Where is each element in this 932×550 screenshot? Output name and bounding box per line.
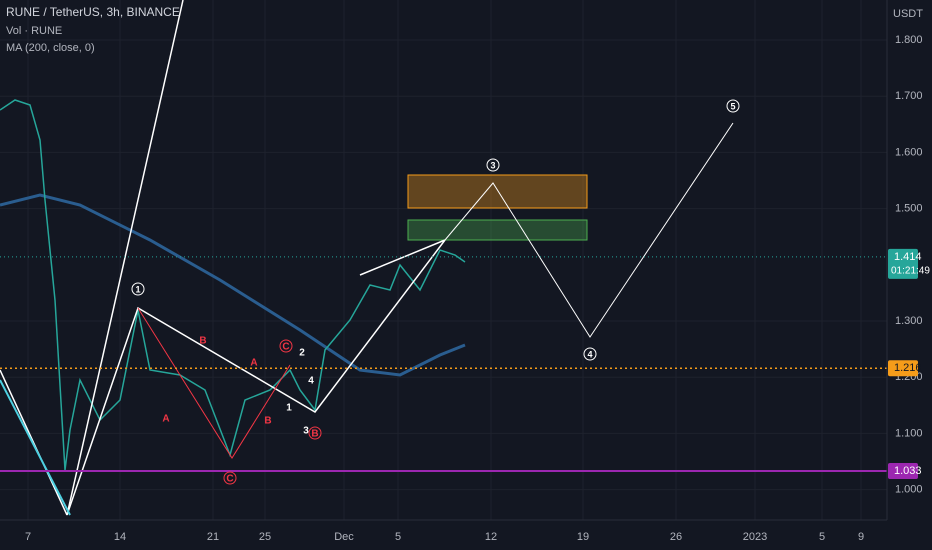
- wave-label: 5: [730, 101, 735, 111]
- cyan-line: [0, 379, 71, 516]
- wave-label: C: [226, 474, 233, 485]
- y-tick-label: 1.000: [895, 484, 923, 496]
- wave-label: 1: [135, 284, 140, 294]
- x-tick-label: 21: [207, 531, 219, 543]
- wave-circle: [279, 339, 293, 353]
- y-tick-label: 1.300: [895, 315, 923, 327]
- wave-circle: [726, 99, 740, 113]
- wave-label: 4: [308, 376, 314, 387]
- moving-average: [0, 193, 466, 377]
- y-tick-label: 1.600: [895, 146, 923, 158]
- wave-label: B: [199, 336, 206, 347]
- x-tick-label: 5: [819, 531, 825, 543]
- correction-line: [137, 307, 291, 459]
- support-zone: [407, 219, 588, 241]
- wave-label: 4: [587, 349, 592, 359]
- x-tick-label: 26: [670, 531, 682, 543]
- wave-circle: [223, 471, 237, 485]
- x-tick-label: 12: [485, 531, 497, 543]
- x-tick-label: 14: [114, 531, 126, 543]
- wave-label: B: [264, 416, 271, 427]
- symbol-title: RUNE / TetherUS, 3h, BINANCE: [6, 5, 180, 19]
- x-tick-label: 9: [858, 531, 864, 543]
- currency: USDT: [893, 8, 923, 20]
- wave-label: 1: [286, 403, 292, 414]
- price-path: [0, 99, 466, 471]
- wave-circle: [131, 282, 145, 296]
- wave-label: C: [282, 342, 289, 353]
- wave-circle: [486, 158, 500, 172]
- x-tick-label: Dec: [334, 531, 354, 543]
- wave-label: 3: [303, 426, 309, 437]
- y-tick-label: 1.800: [895, 34, 923, 46]
- wave-label: A: [250, 358, 257, 369]
- wave-label: B: [311, 429, 318, 440]
- x-tick-label: 5: [395, 531, 401, 543]
- price-tag-label: 1.033: [894, 465, 922, 477]
- price-tag-label: 1.414: [894, 251, 922, 263]
- volume-legend: Vol · RUNE: [6, 25, 62, 37]
- wave-label: 2: [299, 348, 305, 359]
- ma-legend: MA (200, close, 0): [6, 42, 95, 54]
- y-tick-label: 1.500: [895, 203, 923, 215]
- x-tick-label: 19: [577, 531, 589, 543]
- x-tick-label: 2023: [743, 531, 767, 543]
- target-zone: [407, 174, 588, 209]
- wave-circle: [308, 426, 322, 440]
- wave-label: A: [162, 414, 169, 425]
- wave-circle: [583, 347, 597, 361]
- price-tag: [888, 463, 918, 480]
- price-tag: [888, 360, 918, 377]
- y-tick-label: 1.700: [895, 90, 923, 102]
- wave-label: 3: [490, 160, 495, 170]
- x-tick-label: 7: [25, 531, 31, 543]
- countdown: 01:21:49: [891, 266, 930, 277]
- x-tick-label: 25: [259, 531, 271, 543]
- y-tick-label: 1.100: [895, 427, 923, 439]
- price-tag: [888, 248, 918, 279]
- price-tag-label: 1.216: [894, 362, 922, 374]
